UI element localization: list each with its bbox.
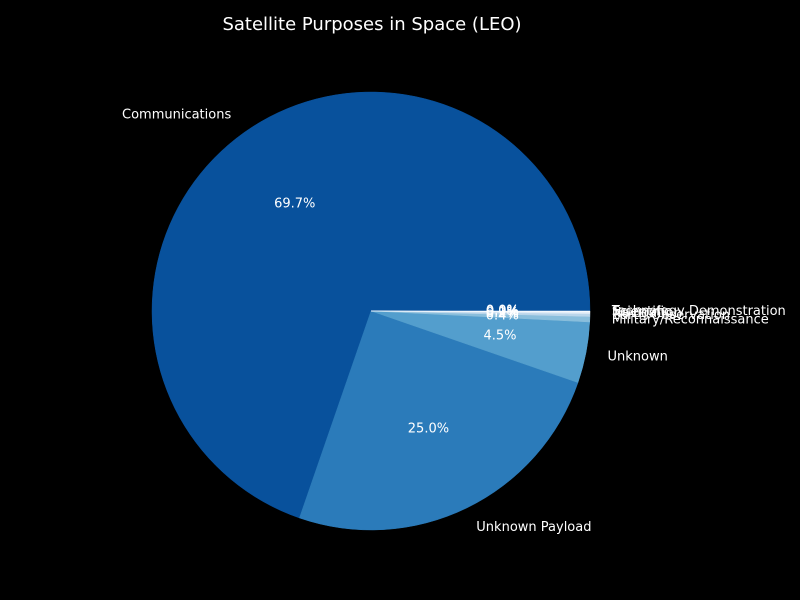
pie-slices <box>151 91 591 531</box>
slice-percent-unknown: 4.5% <box>483 329 516 344</box>
slice-percent-scientific: 0.0% <box>486 304 519 319</box>
slice-label-military-reconnaissance: Military/Reconnaissance <box>612 313 769 328</box>
slice-label-unknown: Unknown <box>607 349 667 364</box>
slice-label-unknown-payload: Unknown Payload <box>476 520 591 535</box>
chart-title: Satellite Purposes in Space (LEO) <box>222 14 521 35</box>
slice-percent-earth-observation: 0.2% <box>486 306 519 321</box>
slice-percent-military-reconnaissance: 0.4% <box>486 308 519 323</box>
slice-label-communications: Communications <box>122 107 231 122</box>
slice-percent-unknown-payload: 25.0% <box>408 422 449 437</box>
slice-label-scientific: Scientific <box>612 305 671 320</box>
pie-slice-unknown-payload <box>299 310 579 531</box>
slice-percent-technology-demonstration: 0.0% <box>486 304 519 319</box>
slice-label-navigation: Navigation <box>612 306 682 321</box>
pie-slice-communications <box>151 91 591 519</box>
slice-label-earth-observation: Earth Observation <box>612 308 730 323</box>
slice-percent-navigation: 0.1% <box>486 305 519 320</box>
slice-percent-communications: 69.7% <box>274 196 315 211</box>
pie-slice-technology-demonstration <box>370 310 591 312</box>
slice-label-technology-demonstration: Technology Demonstration <box>611 304 786 319</box>
pie-labels: Communications 69.7% Unknown Payload 25.0% U… <box>122 107 786 535</box>
